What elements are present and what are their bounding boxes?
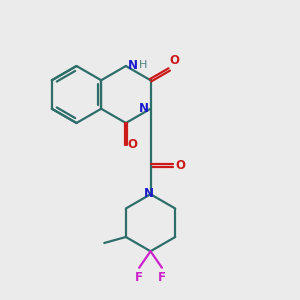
Text: N: N (144, 187, 154, 200)
Text: N: N (139, 102, 149, 115)
Text: O: O (170, 54, 180, 67)
Text: N: N (128, 59, 138, 72)
Text: O: O (175, 159, 185, 172)
Text: O: O (128, 138, 138, 151)
Text: F: F (135, 271, 143, 284)
Text: H: H (140, 60, 148, 70)
Text: F: F (158, 271, 166, 284)
